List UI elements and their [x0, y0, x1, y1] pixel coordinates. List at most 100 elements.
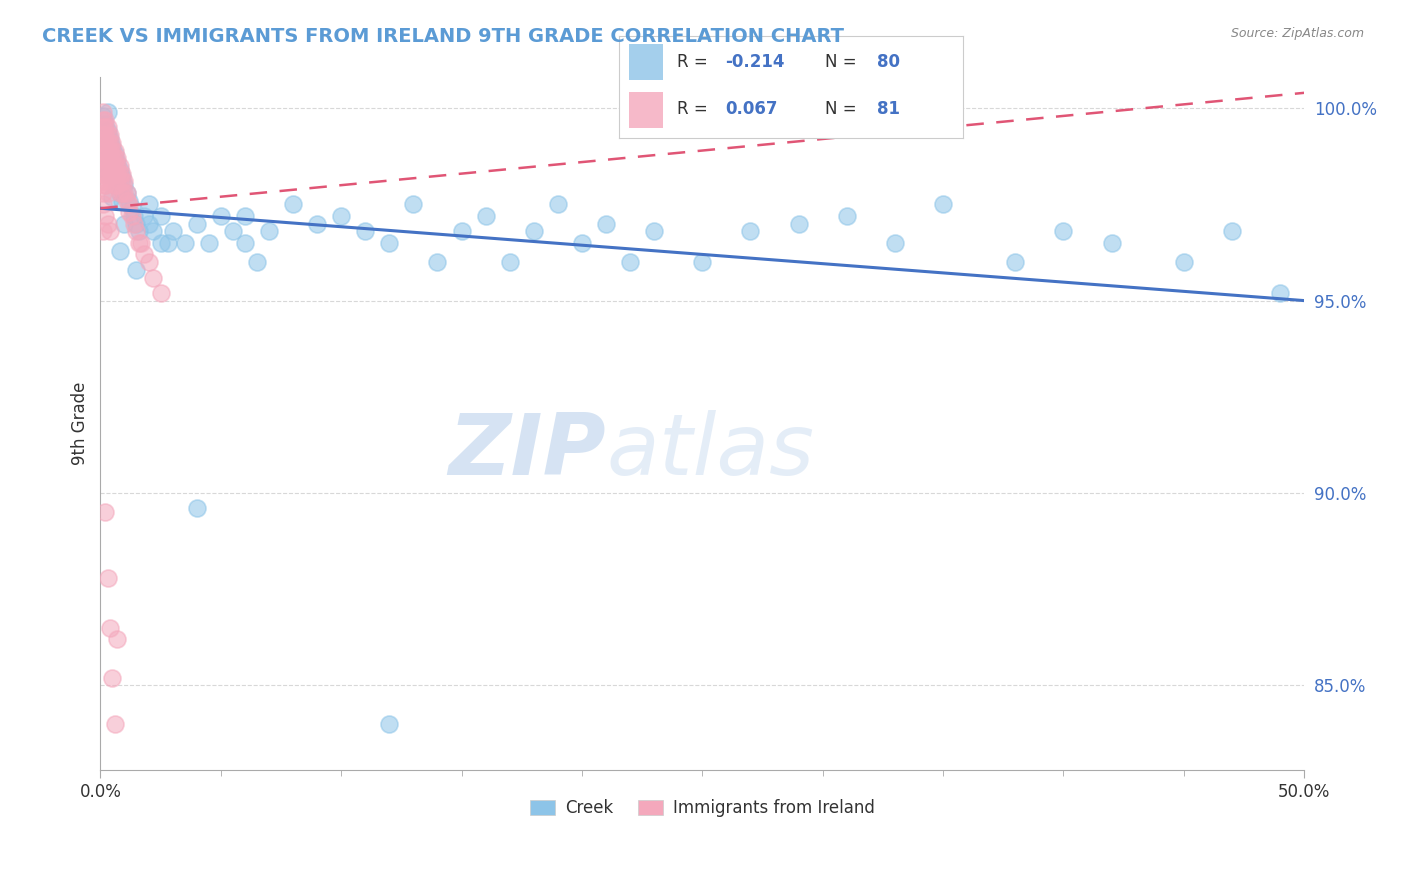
Point [112, 178, 135, 193]
Point [108, 244, 131, 258]
Point [97, 151, 120, 165]
Point [97, 170, 120, 185]
Point [378, 716, 401, 731]
Point [98, 132, 121, 146]
Text: ZIP: ZIP [449, 410, 606, 493]
Point [105, 632, 128, 647]
Point [101, 139, 124, 153]
Point [104, 167, 127, 181]
Point [125, 217, 148, 231]
Point [94, 167, 117, 181]
Point [111, 194, 134, 208]
Point [112, 174, 135, 188]
Point [474, 209, 496, 223]
Point [1268, 285, 1291, 300]
Point [330, 209, 353, 223]
Point [97, 159, 120, 173]
Point [94, 112, 117, 127]
Point [643, 224, 665, 238]
Point [132, 209, 155, 223]
Point [1004, 255, 1026, 269]
Point [91, 197, 114, 211]
Point [115, 186, 138, 200]
Text: 0.067: 0.067 [725, 100, 778, 118]
Text: atlas: atlas [606, 410, 814, 493]
Point [91, 174, 114, 188]
Point [108, 186, 131, 200]
Point [105, 155, 128, 169]
Point [378, 235, 401, 250]
Point [91, 136, 114, 150]
Point [98, 144, 121, 158]
Point [1052, 224, 1074, 238]
Point [104, 159, 127, 173]
Point [94, 178, 117, 193]
Point [98, 224, 121, 238]
Point [94, 159, 117, 173]
Point [138, 255, 160, 269]
Point [97, 186, 120, 200]
Point [98, 128, 121, 143]
Point [571, 235, 593, 250]
Point [1173, 255, 1195, 269]
Point [94, 128, 117, 143]
Point [101, 671, 124, 685]
Point [619, 255, 641, 269]
Text: Source: ZipAtlas.com: Source: ZipAtlas.com [1230, 27, 1364, 40]
Point [98, 170, 121, 185]
Point [690, 255, 713, 269]
Point [128, 224, 150, 238]
Point [105, 159, 128, 173]
Point [104, 147, 127, 161]
Point [94, 151, 117, 165]
Point [450, 224, 472, 238]
Point [97, 144, 120, 158]
Point [94, 144, 117, 158]
Point [98, 159, 121, 173]
Point [91, 109, 114, 123]
Bar [628, 44, 664, 79]
Point [111, 170, 134, 185]
Point [547, 197, 569, 211]
Point [97, 120, 120, 135]
Bar [628, 92, 664, 128]
Point [91, 167, 114, 181]
Point [111, 174, 134, 188]
Point [149, 235, 172, 250]
Point [149, 209, 172, 223]
Point [112, 217, 135, 231]
Point [94, 120, 117, 135]
Point [108, 174, 131, 188]
Point [115, 186, 138, 200]
Point [281, 197, 304, 211]
Point [111, 186, 134, 200]
Point [787, 217, 810, 231]
Point [122, 209, 145, 223]
Point [97, 571, 120, 585]
Point [91, 224, 114, 238]
Point [108, 162, 131, 177]
Point [105, 178, 128, 193]
Point [162, 224, 184, 238]
Point [118, 197, 141, 211]
Point [125, 262, 148, 277]
Point [91, 128, 114, 143]
Point [94, 505, 117, 519]
Point [108, 159, 131, 173]
Text: R =: R = [678, 53, 713, 70]
Point [883, 235, 905, 250]
Point [121, 209, 143, 223]
Point [118, 194, 141, 208]
Point [595, 217, 617, 231]
Point [1220, 224, 1243, 238]
Point [233, 235, 256, 250]
Point [498, 255, 520, 269]
Point [97, 105, 120, 120]
Point [523, 224, 546, 238]
Point [222, 224, 245, 238]
Point [97, 144, 120, 158]
Point [104, 178, 127, 193]
Point [402, 197, 425, 211]
Point [94, 178, 117, 193]
Point [91, 186, 114, 200]
